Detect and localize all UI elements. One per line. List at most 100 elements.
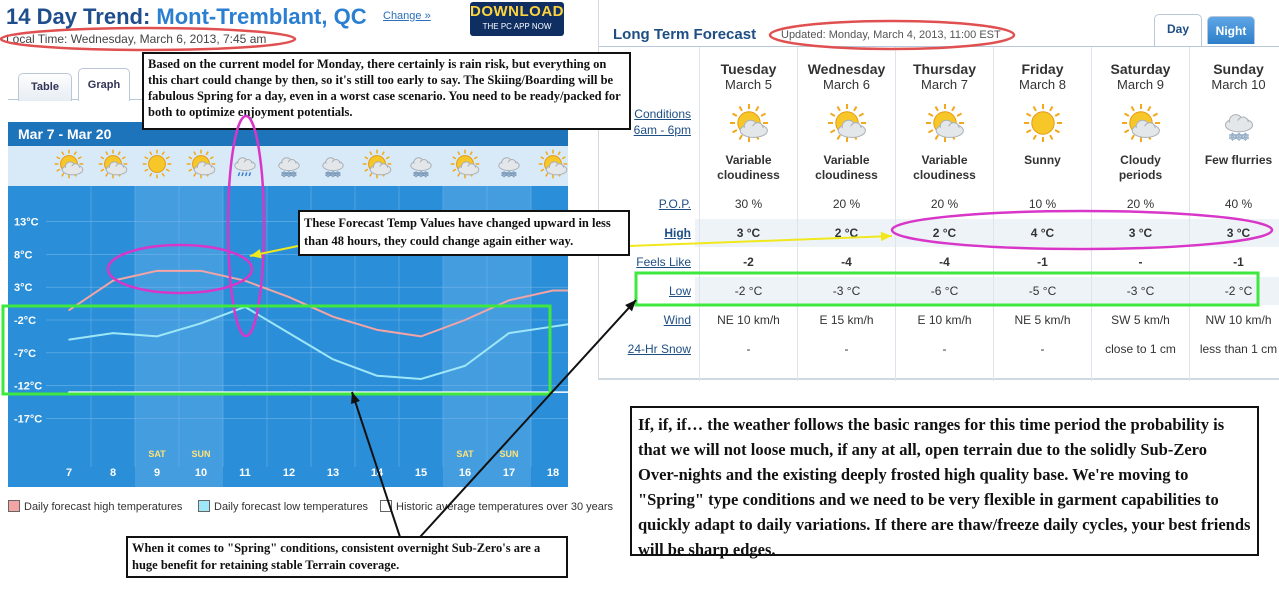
weekend-label: SUN xyxy=(499,449,518,459)
legend-historic: Historic average temperatures over 30 ye… xyxy=(380,500,613,513)
series-point xyxy=(376,329,378,331)
svg-text:❄: ❄ xyxy=(286,170,293,179)
series-point xyxy=(552,391,554,393)
day-name: Wednesday xyxy=(807,61,886,77)
tab-graph[interactable]: Graph xyxy=(78,68,130,101)
x-tick-label: 14 xyxy=(371,467,384,479)
legend-low-label: Daily forecast low temperatures xyxy=(214,501,369,513)
sun-cloud-icon xyxy=(729,103,769,143)
label-wind[interactable]: Wind xyxy=(663,313,691,327)
cell-feels: -1 xyxy=(1037,255,1048,269)
x-tick-label: 17 xyxy=(503,467,515,479)
series-point xyxy=(288,391,290,393)
series-point xyxy=(244,279,246,282)
chart-legend: Daily forecast high temperatures Daily f… xyxy=(8,500,628,516)
series-point xyxy=(156,335,158,338)
sun-cloud-icon xyxy=(186,149,216,179)
cell-feels: -1 xyxy=(1233,255,1244,269)
weekend-label: SUN xyxy=(191,449,210,459)
cell-pop: 30 % xyxy=(734,197,763,211)
label-low[interactable]: Low xyxy=(668,284,691,298)
sun-cloud-icon xyxy=(54,149,84,179)
label-pop[interactable]: P.O.P. xyxy=(658,197,691,211)
cell-wind: NE 10 km/h xyxy=(717,313,780,327)
day-date: March 9 xyxy=(1117,77,1164,92)
x-tick-label: 8 xyxy=(110,467,116,479)
sun-cloud-glyph xyxy=(1121,103,1161,143)
condition-text: Sunny xyxy=(994,153,1091,168)
label-24hr-snow[interactable]: 24-Hr Snow xyxy=(627,342,691,356)
series-point xyxy=(552,289,554,292)
legend-historic-label: Historic average temperatures over 30 ye… xyxy=(396,501,614,513)
y-tick-label: 3°C xyxy=(14,282,33,294)
legend-high-label: Daily forecast high temperatures xyxy=(24,501,183,513)
series-point xyxy=(68,391,70,393)
day-name: Tuesday xyxy=(720,61,777,77)
sun-icon xyxy=(1023,103,1063,143)
trend-chart: SAT SUN SAT SUN 13°C 8°C 3°C -2°C -7°C -12°C -17°C… xyxy=(8,122,568,487)
change-location-link[interactable]: Change » xyxy=(383,10,431,22)
weekend-label: SAT xyxy=(148,449,166,459)
x-tick-label: 18 xyxy=(547,467,559,479)
weekend-label: SAT xyxy=(456,449,474,459)
series-point xyxy=(200,270,202,272)
series-point xyxy=(508,299,510,302)
day-date: March 7 xyxy=(921,77,968,92)
series-point xyxy=(112,279,114,282)
download-sublabel: THE PC APP NOW xyxy=(482,22,552,31)
x-tick-label: 7 xyxy=(66,467,72,479)
cell-pop: 20 % xyxy=(930,197,959,211)
download-label: DOWNLOAD xyxy=(470,3,564,20)
cell-low: -3 °C xyxy=(1126,284,1155,298)
tab-table[interactable]: Table xyxy=(18,73,72,101)
download-app-button[interactable]: DOWNLOAD THE PC APP NOW xyxy=(470,2,564,36)
snow-icon: ❄❄❄ xyxy=(498,157,520,179)
svg-text:❄: ❄ xyxy=(1228,132,1237,144)
cell-snow: - xyxy=(746,342,751,356)
svg-text:❄: ❄ xyxy=(335,170,342,179)
cell-feels: -4 xyxy=(841,255,852,269)
forecast-day-column: Sunday March 10 ❄ ❄ ❄ Few flurries 40 % 3 °C -1-… xyxy=(1189,47,1279,381)
cell-low: -2 °C xyxy=(734,284,763,298)
tab-night[interactable]: Night xyxy=(1207,16,1255,44)
condition-line2: periods xyxy=(1118,168,1163,182)
series-point xyxy=(200,322,202,325)
day-name: Friday xyxy=(1021,61,1064,77)
sun-cloud-icon xyxy=(1121,103,1161,143)
label-conditions[interactable]: Conditions xyxy=(634,107,691,121)
series-point xyxy=(464,319,466,321)
cell-low: -6 °C xyxy=(930,284,959,298)
day-date: March 8 xyxy=(1019,77,1066,92)
cell-pop: 20 % xyxy=(1126,197,1155,211)
legend-low-swatch xyxy=(198,500,210,512)
series-point xyxy=(68,338,70,341)
series-point xyxy=(112,391,114,393)
sun-icon xyxy=(142,149,172,179)
annotation-spring-outlook: If, if, if… the weather follows the basi… xyxy=(630,406,1259,559)
series-point xyxy=(508,391,510,393)
series-point xyxy=(156,270,158,272)
sun-cloud-icon xyxy=(925,103,965,143)
x-tick-label: 10 xyxy=(195,467,207,479)
cell-high: 2 °C xyxy=(932,226,957,240)
cell-low: -5 °C xyxy=(1028,284,1057,298)
series-point xyxy=(332,391,334,393)
day-date: March 5 xyxy=(725,77,772,92)
series-point xyxy=(200,391,202,393)
sun-cloud-glyph xyxy=(729,103,769,143)
cell-low: -3 °C xyxy=(832,284,861,298)
series-point xyxy=(376,374,378,377)
label-feels-like[interactable]: Feels Like xyxy=(636,255,691,269)
label-conditions-time[interactable]: 6am - 6pm xyxy=(633,123,691,137)
cell-wind: NW 10 km/h xyxy=(1205,313,1272,327)
snow-icon: ❄❄❄ xyxy=(410,157,432,179)
condition-line1: Variable xyxy=(823,153,870,167)
x-tick-label: 9 xyxy=(154,467,160,479)
sun-cloud-icon xyxy=(362,149,392,179)
tab-day[interactable]: Day xyxy=(1154,14,1202,46)
cell-snow: less than 1 cm xyxy=(1199,342,1278,356)
svg-text:❄: ❄ xyxy=(511,170,518,179)
condition-text: Cloudy periods xyxy=(1092,153,1189,183)
snow-icon: ❄❄❄ xyxy=(1224,114,1254,144)
annotation-rain-risk: Based on the current model for Monday, t… xyxy=(142,52,631,130)
